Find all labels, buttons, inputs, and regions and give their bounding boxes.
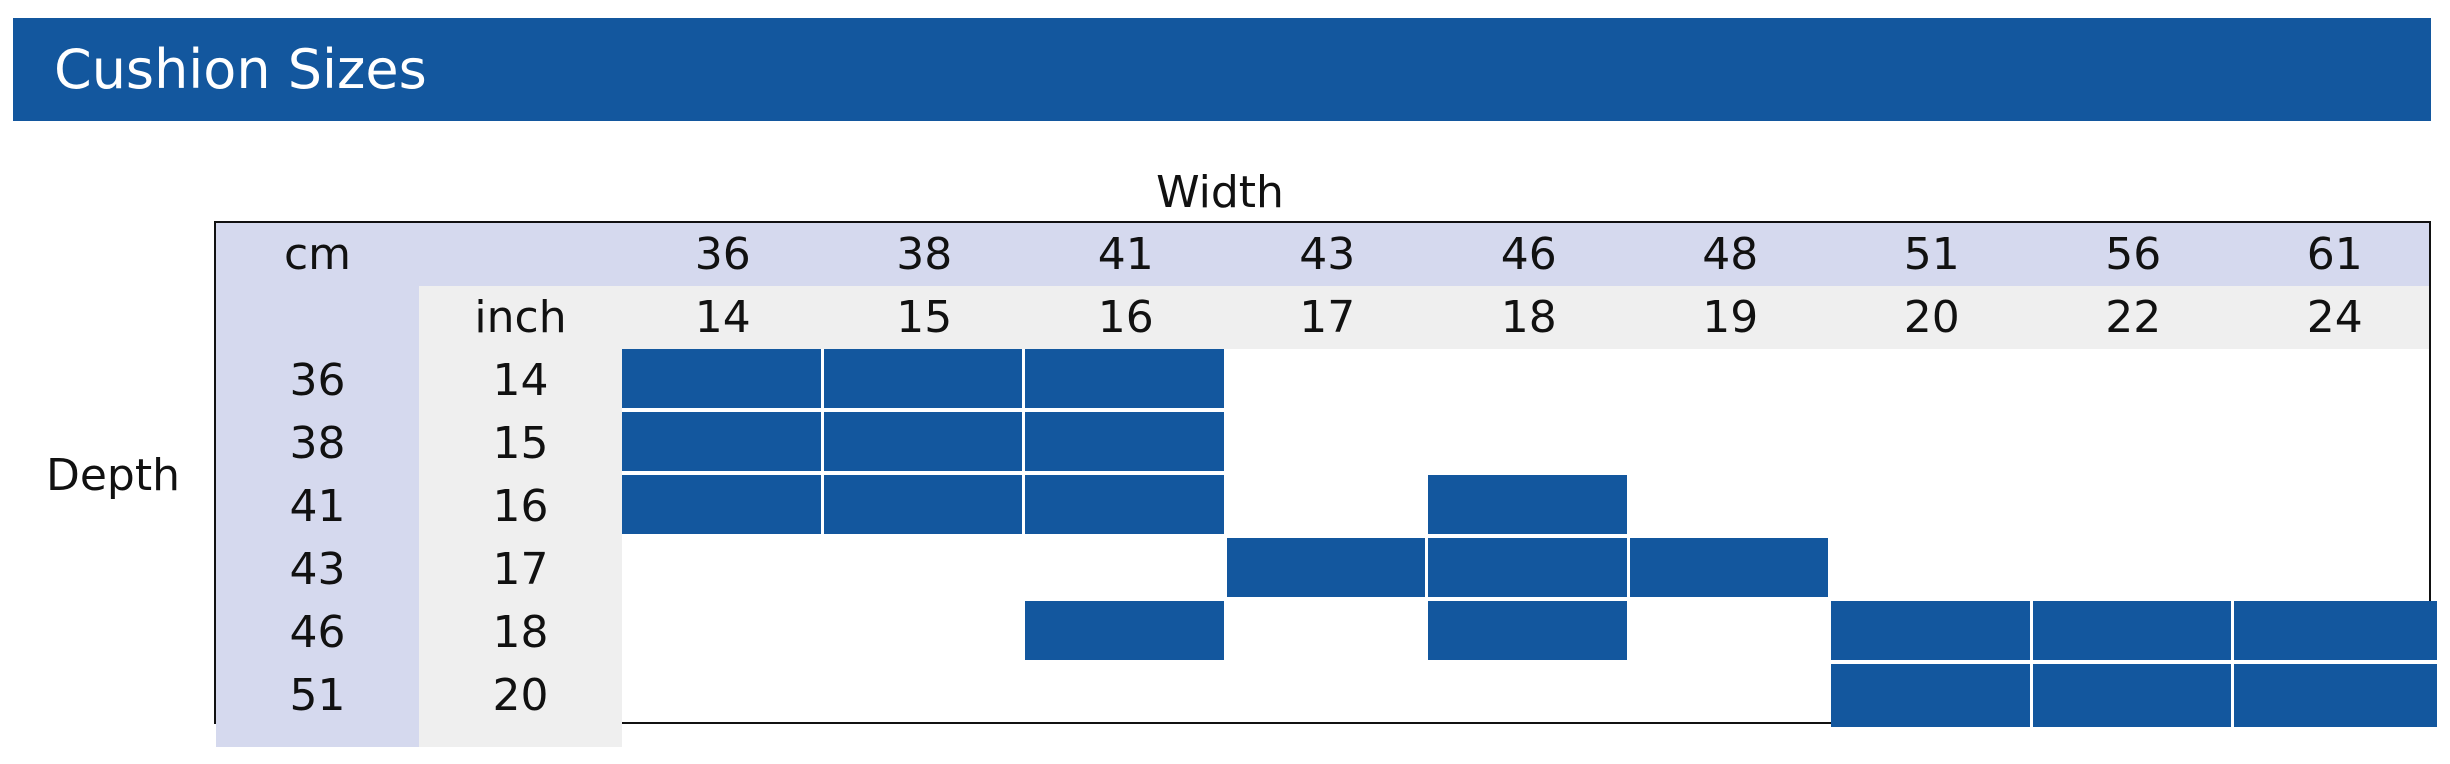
width-cm-label: 43 (1299, 228, 1356, 280)
depth-inch-column (419, 349, 622, 747)
inch-unit-label: inch (474, 291, 567, 343)
width-inch-label: 20 (1903, 291, 1960, 343)
available-size-cell (823, 412, 1026, 475)
depth-cm-label: 51 (289, 669, 346, 721)
depth-inch-label: 18 (492, 606, 549, 658)
available-size-cell (1025, 412, 1228, 475)
available-size-cell (1025, 349, 1228, 412)
available-size-cell (622, 412, 825, 475)
depth-inch-label: 20 (492, 669, 549, 721)
depth-cm-column (216, 286, 419, 747)
available-size-cell (1025, 601, 1228, 664)
depth-cm-label: 46 (289, 606, 346, 658)
available-size-cell (2032, 664, 2235, 727)
width-inch-label: 16 (1097, 291, 1154, 343)
width-cm-label: 48 (1702, 228, 1759, 280)
available-size-cell (1226, 538, 1429, 601)
available-size-cell (2234, 601, 2437, 664)
width-axis-title: Width (1156, 167, 1284, 218)
title-banner: Cushion Sizes (13, 18, 2431, 121)
page-title: Cushion Sizes (54, 38, 427, 101)
available-size-cell (1629, 538, 1832, 601)
available-size-cell (622, 349, 825, 412)
inch-header-band (419, 286, 2429, 349)
depth-cm-label: 43 (289, 543, 346, 595)
width-cm-label: 51 (1903, 228, 1960, 280)
available-size-cell (1428, 538, 1631, 601)
width-cm-label: 41 (1097, 228, 1154, 280)
width-inch-label: 17 (1299, 291, 1356, 343)
width-cm-label: 46 (1500, 228, 1557, 280)
depth-inch-label: 17 (492, 543, 549, 595)
width-inch-label: 15 (896, 291, 953, 343)
available-size-cell (1831, 664, 2034, 727)
depth-inch-label: 14 (492, 354, 549, 406)
available-size-cell (622, 475, 825, 538)
available-size-cell (2032, 601, 2235, 664)
available-size-cell (823, 475, 1026, 538)
depth-cm-label: 41 (289, 480, 346, 532)
width-cm-label: 38 (896, 228, 953, 280)
width-cm-label: 56 (2105, 228, 2162, 280)
available-size-cell (1428, 475, 1631, 538)
depth-cm-label: 36 (289, 354, 346, 406)
width-inch-label: 22 (2105, 291, 2162, 343)
available-size-cell (823, 349, 1026, 412)
width-inch-label: 18 (1500, 291, 1557, 343)
width-inch-label: 14 (694, 291, 751, 343)
available-size-cell (1831, 601, 2034, 664)
width-inch-label: 19 (1702, 291, 1759, 343)
width-cm-label: 61 (2306, 228, 2363, 280)
available-size-cell (1025, 475, 1228, 538)
cm-header-band (216, 223, 2429, 286)
depth-inch-label: 16 (492, 480, 549, 532)
depth-axis-title: Depth (45, 450, 181, 501)
depth-cm-label: 38 (289, 417, 346, 469)
available-size-cell (2234, 664, 2437, 727)
width-cm-label: 36 (694, 228, 751, 280)
cm-unit-label: cm (283, 228, 352, 280)
depth-inch-label: 15 (492, 417, 549, 469)
width-inch-label: 24 (2306, 291, 2363, 343)
available-size-cell (1428, 601, 1631, 664)
size-table: cm inch 36 14 38 15 41 16 43 17 46 18 48 19 51 20 56 22 61… (214, 221, 2437, 747)
